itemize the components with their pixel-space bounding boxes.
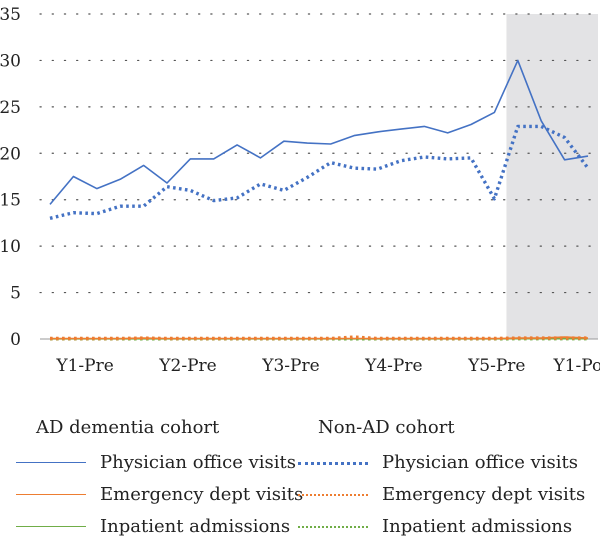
post-period-shading	[506, 14, 598, 339]
y-tick-label-0: 0	[10, 330, 21, 350]
legend-label-nonad-inpatient: Inpatient admissions	[382, 516, 573, 537]
legend-swatch-nonad-inpatient	[298, 526, 368, 528]
series-lines	[49, 59, 590, 341]
legend-label-nonad-office: Physician office visits	[382, 452, 578, 473]
y-axis-ticks: 0 5 10 15 20 25 30 35	[0, 5, 21, 350]
x-tick-label-y3-pre: Y3-Pre	[261, 356, 319, 376]
y-tick-label-25: 25	[0, 98, 21, 118]
legend-label-nonad-emergency: Emergency dept visits	[382, 484, 586, 505]
y-tick-label-20: 20	[0, 144, 21, 164]
legend-swatch-nonad-emergency	[298, 494, 368, 496]
x-tick-label-y2-pre: Y2-Pre	[158, 356, 216, 376]
x-tick-label-y1-post: Y1-Post	[552, 356, 600, 376]
y-tick-label-15: 15	[0, 191, 21, 211]
gridlines	[39, 13, 599, 294]
legend-swatch-ad-emergency	[16, 494, 86, 495]
legend-title-nonad: Non-AD cohort	[318, 417, 455, 438]
legend: AD dementia cohort Non-AD cohort Physici…	[0, 405, 600, 544]
x-tick-label-y4-pre: Y4-Pre	[364, 356, 422, 376]
legend-swatch-ad-office	[16, 462, 86, 463]
y-tick-label-10: 10	[0, 237, 21, 257]
x-tick-label-y5-pre: Y5-Pre	[467, 356, 525, 376]
legend-label-ad-office: Physician office visits	[100, 452, 296, 473]
y-tick-label-30: 30	[0, 51, 21, 71]
legend-label-ad-emergency: Emergency dept visits	[100, 484, 304, 505]
legend-title-ad: AD dementia cohort	[36, 417, 220, 438]
series-nonad-physician-office-visits	[49, 124, 590, 220]
legend-label-ad-inpatient: Inpatient admissions	[100, 516, 291, 537]
y-tick-label-5: 5	[10, 284, 21, 304]
series-ad-physician-office-visits	[49, 59, 589, 205]
legend-swatch-nonad-office	[298, 462, 368, 465]
series-ad-emergency-dept-visits	[50, 336, 589, 340]
x-axis-ticks: Y1-Pre Y2-Pre Y3-Pre Y4-Pre Y5-Pre Y1-Post	[55, 356, 600, 376]
legend-swatch-ad-inpatient	[16, 526, 86, 527]
y-tick-label-35: 35	[0, 5, 21, 25]
x-tick-label-y1-pre: Y1-Pre	[55, 356, 113, 376]
